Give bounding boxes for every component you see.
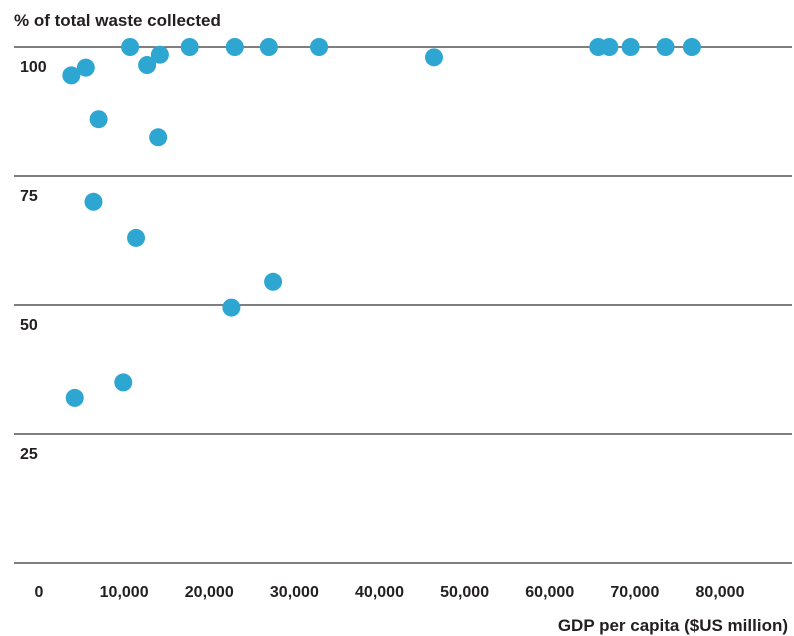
x-tick-label: 0 — [35, 584, 44, 601]
y-tick-label: 25 — [20, 446, 38, 463]
data-point — [225, 38, 244, 56]
x-tick-label: 70,000 — [610, 584, 659, 601]
data-point — [259, 38, 278, 56]
y-tick-label: 75 — [20, 188, 38, 205]
data-point — [65, 388, 84, 407]
data-points — [62, 38, 701, 407]
data-point — [656, 38, 675, 56]
data-point — [621, 38, 640, 56]
data-point — [424, 48, 443, 67]
data-point — [89, 110, 108, 129]
y-axis-label: % of total waste collected — [14, 11, 221, 30]
x-tick-label: 30,000 — [270, 584, 319, 601]
data-point — [149, 128, 168, 147]
data-point — [84, 192, 103, 211]
x-tick-label: 10,000 — [100, 584, 149, 601]
data-point — [138, 56, 157, 75]
data-point — [76, 58, 95, 77]
gridlines — [14, 46, 792, 564]
x-axis-label: GDP per capita ($US million) — [558, 616, 788, 635]
data-point — [600, 38, 619, 56]
x-tick-label: 80,000 — [696, 584, 745, 601]
data-point — [62, 66, 81, 85]
data-point — [150, 45, 169, 64]
x-tick-label: 20,000 — [185, 584, 234, 601]
y-tick-labels: 25 50 75 100 — [20, 59, 47, 463]
y-tick-label: 100 — [20, 59, 47, 76]
x-tick-labels: 0 10,000 20,000 30,000 40,000 50,000 60,000 70,… — [35, 584, 745, 601]
x-tick-label: 60,000 — [525, 584, 574, 601]
data-point — [222, 298, 241, 317]
data-point — [682, 38, 701, 56]
x-tick-label: 40,000 — [355, 584, 404, 601]
x-tick-label: 50,000 — [440, 584, 489, 601]
data-point — [264, 272, 283, 291]
data-point — [114, 373, 133, 392]
data-point — [180, 38, 199, 56]
data-point — [127, 228, 146, 247]
y-tick-label: 50 — [20, 317, 38, 334]
data-point — [121, 38, 140, 56]
data-point — [310, 38, 329, 56]
